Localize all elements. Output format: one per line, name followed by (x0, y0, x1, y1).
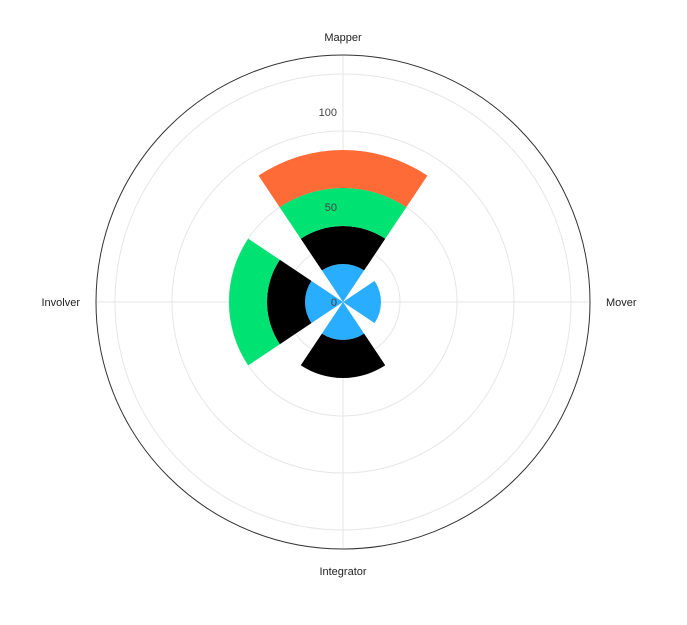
category-label-involver: Involver (41, 297, 80, 309)
radial-tick-50: 50 (325, 202, 337, 214)
category-label-mapper: Mapper (324, 32, 362, 44)
bar-mapper-series-2[interactable] (300, 226, 386, 271)
category-label-mover: Mover (606, 297, 637, 309)
bar-involver-series-3[interactable] (229, 238, 280, 366)
bar-mover-series-1[interactable] (343, 280, 382, 324)
radial-ticks: 0 50 100 (319, 107, 337, 309)
bar-integrator-series-2[interactable] (300, 333, 386, 378)
category-label-integrator: Integrator (319, 566, 366, 578)
bar-mapper-series-4[interactable] (258, 150, 428, 208)
outer-ring (95, 54, 591, 550)
radial-tick-100: 100 (319, 107, 337, 119)
bar-mapper-series-3[interactable] (279, 188, 407, 239)
radial-tick-0: 0 (331, 297, 337, 309)
bar-involver-series-1[interactable] (305, 280, 343, 324)
bar-involver-series-2[interactable] (267, 259, 312, 345)
bar-integrator-series-1[interactable] (321, 302, 365, 340)
bar-mapper-series-1[interactable] (321, 264, 365, 302)
category-labels: Mapper Mover Integrator Involver (41, 32, 636, 578)
bars-layer (229, 150, 428, 378)
